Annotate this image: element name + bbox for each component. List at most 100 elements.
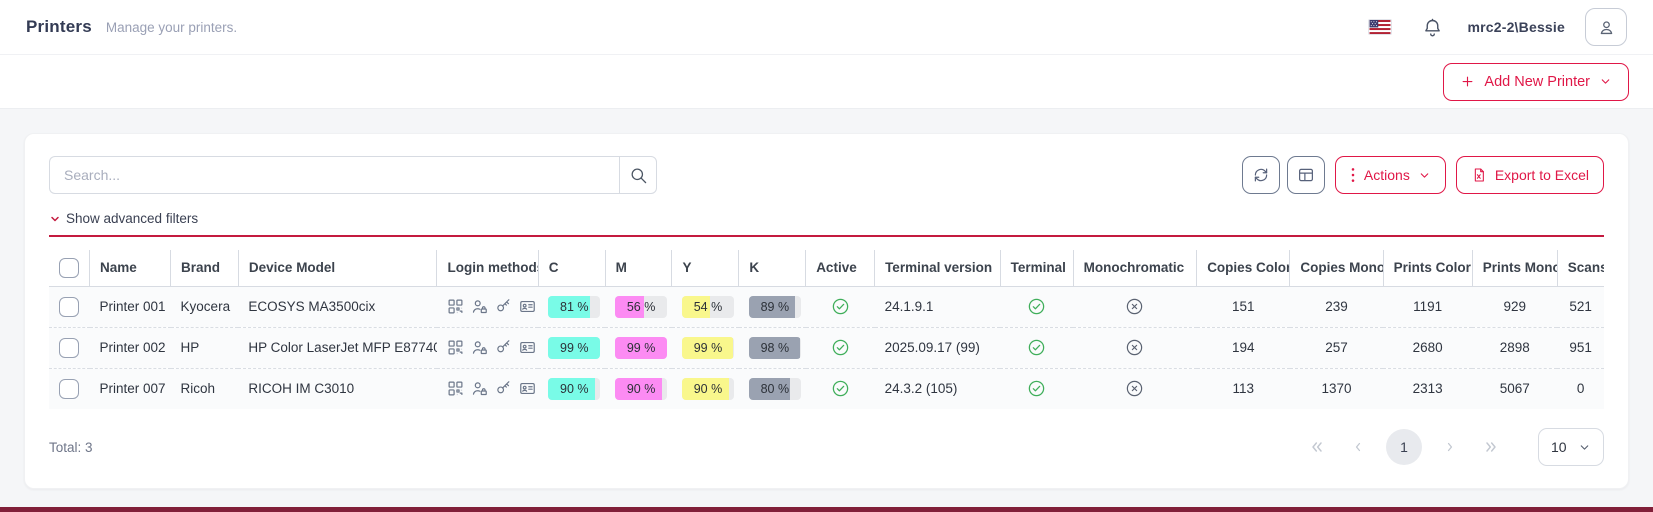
key-icon	[495, 380, 512, 397]
toner-k-cell: 89 %	[738, 286, 806, 327]
row-checkbox[interactable]	[59, 378, 79, 399]
scans-cell: 951	[1557, 326, 1604, 368]
column-settings-button[interactable]	[1286, 156, 1325, 194]
toner-c-fill	[548, 377, 596, 400]
column-header-prints-color: Prints Color	[1383, 250, 1473, 287]
toner-y-value: 90 %	[693, 381, 723, 396]
toner-c-value: 81 %	[560, 299, 589, 314]
column-header-prints-mono: Prints Mono	[1472, 250, 1558, 287]
qr-code-icon	[447, 380, 464, 397]
total-count: Total: 3	[49, 439, 93, 455]
copies-mono-cell: 239	[1289, 286, 1384, 327]
toner-m-cell: 56 %	[605, 286, 672, 327]
terminal-status-cell	[1000, 367, 1074, 409]
table-toolbar: Actions Export to Excel	[49, 156, 1604, 194]
column-header-brand: Brand	[170, 250, 239, 287]
last-page-button[interactable]	[1483, 439, 1499, 455]
x-circle-icon	[1125, 297, 1144, 316]
toner-m-level-badge: 99 %	[615, 336, 668, 359]
next-page-button[interactable]	[1443, 440, 1457, 454]
toner-y-cell: 99 %	[671, 326, 739, 368]
select-all-checkbox[interactable]	[59, 257, 79, 278]
chevron-right-icon	[1443, 440, 1457, 454]
login-methods-cell	[436, 367, 539, 409]
toner-y-level-badge: 99 %	[681, 336, 734, 359]
check-circle-icon	[1027, 379, 1046, 398]
add-new-printer-label: Add New Printer	[1484, 73, 1590, 90]
column-header-k: K	[738, 250, 807, 287]
page-size-value: 10	[1551, 439, 1567, 455]
toner-c-cell: 99 %	[538, 326, 606, 368]
previous-page-button[interactable]	[1351, 440, 1365, 454]
add-new-printer-button[interactable]: Add New Printer	[1443, 62, 1629, 101]
toner-k-cell: 80 %	[738, 367, 806, 409]
row-checkbox[interactable]	[59, 296, 79, 317]
printer-brand-cell: Kyocera	[170, 286, 239, 327]
toolbar-actions: Actions Export to Excel	[1241, 156, 1604, 194]
toner-k-value: 89 %	[760, 299, 790, 314]
plus-icon	[1460, 74, 1475, 89]
toner-y-fill	[681, 377, 729, 400]
toner-k-value: 80 %	[760, 381, 790, 396]
toner-k-level-badge: 89 %	[748, 295, 801, 318]
page-title: Printers	[26, 17, 92, 36]
user-menu-button[interactable]	[1585, 8, 1627, 46]
actions-dropdown-button[interactable]: Actions	[1334, 156, 1446, 194]
monochromatic-status-cell	[1073, 286, 1197, 327]
section-divider	[49, 235, 1604, 237]
x-circle-icon	[1125, 338, 1144, 357]
device-model-cell: ECOSYS MA3500cix	[238, 286, 437, 327]
row-checkbox[interactable]	[59, 337, 79, 358]
row-select-cell	[49, 326, 90, 368]
terminal-version-cell: 24.3.2 (105)	[874, 367, 1001, 409]
column-header-name: Name	[89, 250, 172, 287]
search-button[interactable]	[619, 156, 657, 194]
id-card-icon	[519, 339, 536, 356]
qr-code-icon	[447, 298, 464, 315]
check-circle-icon	[831, 297, 850, 316]
toner-m-value: 56 %	[626, 299, 656, 314]
toner-c-fill	[548, 295, 591, 318]
toner-m-cell: 99 %	[605, 326, 672, 368]
export-label: Export to Excel	[1494, 167, 1589, 183]
id-card-icon	[519, 298, 536, 315]
toner-m-cell: 90 %	[605, 367, 672, 409]
export-to-excel-button[interactable]: Export to Excel	[1455, 156, 1604, 194]
refresh-button[interactable]	[1241, 156, 1280, 194]
toner-c-fill	[548, 336, 600, 359]
column-header-monochromatic: Monochromatic	[1073, 250, 1198, 287]
current-page-button[interactable]: 1	[1386, 429, 1422, 465]
show-advanced-filters-toggle[interactable]: Show advanced filters	[49, 211, 198, 226]
columns-layout-icon	[1297, 166, 1315, 184]
column-header-copies-mono: Copies Mono	[1289, 250, 1384, 287]
user-lock-icon	[471, 380, 488, 397]
active-status-cell	[805, 286, 875, 327]
search-input[interactable]	[49, 156, 619, 194]
toner-y-value: 54 %	[693, 299, 723, 314]
column-header-c: C	[538, 250, 606, 287]
table-row: Printer 001 Kyocera ECOSYS MA3500cix 81 % 56…	[49, 286, 1604, 327]
pagination: 1 10	[1296, 428, 1604, 466]
terminal-version-cell: 24.1.9.1	[874, 286, 1001, 327]
toner-c-level-badge: 99 %	[548, 336, 601, 359]
toner-m-value: 90 %	[626, 381, 656, 396]
toner-y-cell: 54 %	[671, 286, 739, 327]
row-select-cell	[49, 286, 90, 327]
toner-k-level-badge: 98 %	[748, 336, 801, 359]
page-subtitle: Manage your printers.	[105, 19, 238, 35]
language-flag-icon[interactable]	[1368, 19, 1393, 35]
toner-c-level-badge: 90 %	[548, 377, 601, 400]
user-icon	[1597, 18, 1616, 37]
column-header-active: Active	[805, 250, 876, 287]
prints-color-cell: 2680	[1383, 326, 1473, 368]
notifications-bell-icon[interactable]	[1422, 17, 1443, 38]
main-content: Actions Export to Excel	[0, 109, 1653, 507]
terminal-version-cell: 2025.09.17 (99)	[874, 326, 1001, 368]
first-page-button[interactable]	[1309, 439, 1325, 455]
scans-cell: 521	[1557, 286, 1604, 327]
page-size-select[interactable]: 10	[1538, 428, 1604, 466]
check-circle-icon	[1027, 297, 1046, 316]
toner-y-value: 99 %	[693, 340, 723, 355]
x-circle-icon	[1125, 379, 1144, 398]
column-header-y: Y	[671, 250, 740, 287]
